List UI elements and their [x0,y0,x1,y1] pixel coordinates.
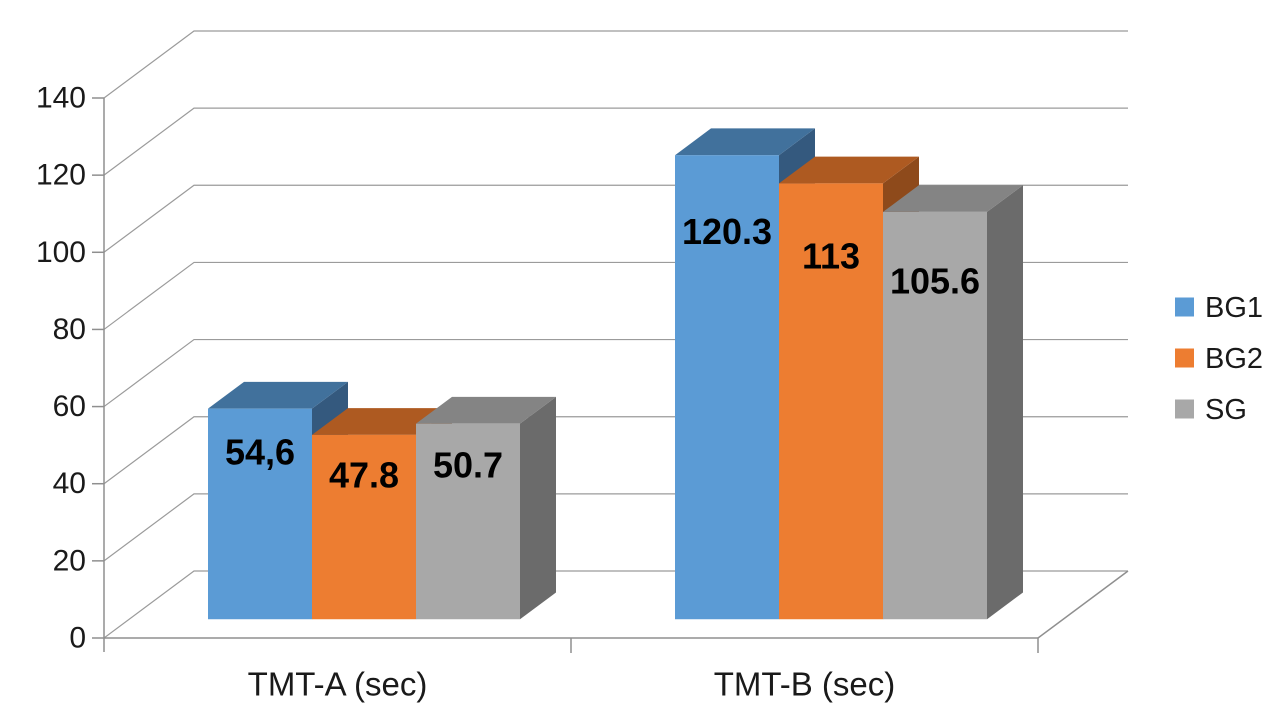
category-label: TMT-A (sec) [248,666,428,703]
category-label: TMT-B (sec) [714,666,895,703]
gridline [103,30,1128,99]
y-tick-label: 0 [69,622,86,655]
y-tick-label: 60 [53,390,86,423]
bar-front-face [416,423,520,620]
y-tick-label: 100 [36,236,86,269]
y-tick-label: 20 [53,544,86,577]
legend-item-sg[interactable]: SG [1175,394,1247,426]
y-tick-label: 140 [36,82,86,115]
gridline [103,107,1128,176]
bar-top-face [208,381,348,409]
data-label: 47.8 [329,454,399,495]
bars [208,128,1023,620]
floor-right-edge [1037,570,1129,639]
bar-side-face [520,396,556,620]
bar-top-face [779,156,919,184]
bar-front-face [675,155,779,620]
bar-top-face [416,396,556,424]
legend-swatch-bg1 [1175,297,1194,317]
bar-sg-1[interactable] [416,396,556,620]
data-label: 54,6 [225,432,295,473]
bar-front-face [312,434,416,620]
y-tick-label: 40 [53,467,86,500]
data-labels: 54,6 47.8 50.7 120.3 113 105.6 [225,211,980,495]
legend-label: SG [1205,394,1247,426]
legend-label: BG1 [1205,292,1263,324]
bar-sg-2[interactable] [883,185,1023,620]
y-tick-label: 80 [53,313,86,346]
bar-top-face [883,185,1023,212]
y-axis [92,97,1039,653]
legend-label: BG2 [1205,343,1263,375]
y-tick-label: 120 [36,159,86,192]
data-label: 105.6 [890,260,980,301]
data-label: 113 [802,236,860,277]
legend-item-bg2[interactable]: BG2 [1175,343,1263,375]
data-label: 50.7 [433,445,503,486]
legend-swatch-sg [1175,399,1194,419]
data-label: 120.3 [682,211,772,252]
bar-front-face [883,211,987,620]
legend-swatch-bg2 [1175,348,1194,368]
bar-side-face [987,185,1023,620]
bar-top-face [675,128,815,156]
legend: BG1 BG2 SG [1175,292,1263,426]
bar-front-face [779,183,883,620]
bar-front-face [208,408,312,620]
legend-item-bg1[interactable]: BG1 [1175,292,1263,324]
gridlines [103,30,1128,639]
